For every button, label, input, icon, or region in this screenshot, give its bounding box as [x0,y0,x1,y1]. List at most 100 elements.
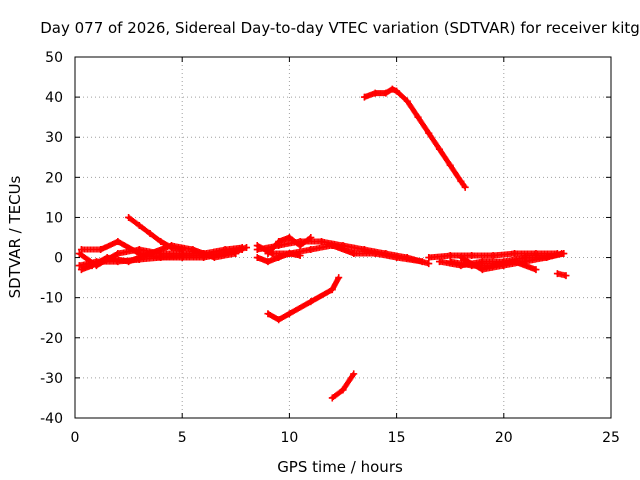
data-point [489,252,497,260]
data-point [478,258,486,266]
data-point [253,254,261,262]
series-trace [361,86,469,191]
data-point [307,246,315,254]
data-point [178,246,186,254]
series-band-mid-d [253,250,304,266]
series-low-arc [328,370,358,402]
series-high-arc [360,85,469,191]
data-point [328,394,336,402]
data-point [125,213,133,221]
data-point [457,254,465,262]
data-point [232,250,240,258]
grid-layer [75,57,611,418]
data-point [461,183,469,191]
data-point [532,250,540,258]
data-point [167,244,175,252]
data-point [135,221,143,229]
data-point [339,386,347,394]
x-tick-label: 10 [280,430,298,446]
x-tick-label: 5 [178,430,187,446]
data-point [75,250,83,258]
series-negative-arc [264,274,343,324]
data-point [511,258,519,266]
series-trace [329,370,357,401]
data-point [335,274,343,282]
data-point [553,270,561,278]
data-point [360,246,368,254]
x-tick-label: 15 [388,430,406,446]
data-point [125,258,133,266]
data-point [210,254,218,262]
data-point [382,89,390,97]
y-tick-label: 10 [45,210,63,226]
data-point [350,370,358,378]
data-point [77,246,85,254]
data-point [393,254,401,262]
data-point [285,250,293,258]
data-point [511,250,519,258]
data-point [328,286,336,294]
data-point [532,266,540,274]
data-point [146,250,154,258]
data-point [77,266,85,274]
y-tick-label: -10 [40,291,63,307]
data-point [562,272,570,280]
data-point [468,252,476,260]
series-band-mid-c [264,234,315,258]
data-point [178,254,186,262]
data-point [543,254,551,262]
data-point [275,238,283,246]
data-point [307,234,315,241]
y-tick-label: 30 [45,130,63,146]
y-tick-label: -30 [40,371,63,387]
data-point [264,250,272,258]
data-point [189,246,197,254]
x-tick-label: 25 [602,430,620,446]
data-point [468,262,476,270]
series-trace [264,274,342,323]
data-point [425,260,433,268]
data-point [403,97,411,105]
y-tick-label: 0 [54,251,63,267]
data-point [371,250,379,258]
data-point [393,87,401,95]
data-point [264,258,272,266]
y-tick-label: -40 [40,411,63,427]
series-late-tail [553,270,570,280]
data-point [275,316,283,324]
axes-layer: 0 5 10 15 20 25 -40 -30 -20 -10 0 10 20 30 40 50 [40,50,620,446]
data-point [360,93,368,101]
data-point [285,310,293,318]
data-point [318,238,326,246]
data-point [114,250,122,258]
y-tick-label: 20 [45,170,63,186]
data-point [307,298,315,306]
x-axis-label: GPS time / hours [277,458,403,476]
data-layer [75,85,570,402]
data-point [253,242,261,250]
chart-title: Day 077 of 2026, Sidereal Day-to-day VTE… [40,19,640,37]
series-trace [125,214,186,253]
data-point [414,113,422,121]
series-band-late-d [446,258,540,274]
data-point [371,89,379,97]
y-tick-label: 50 [45,50,63,66]
data-point [446,161,454,169]
data-point [425,254,433,262]
data-point [97,246,105,254]
data-point [103,254,111,262]
data-point [435,145,443,153]
data-point [88,262,96,270]
data-point [418,258,426,266]
data-point [489,262,497,270]
data-point [350,250,358,258]
data-point [446,252,454,260]
data-point [457,177,465,185]
data-point [446,258,454,266]
data-point [388,85,396,93]
data-point [296,252,304,260]
series-trace [554,270,569,279]
data-point [558,250,566,258]
data-point [157,238,165,246]
